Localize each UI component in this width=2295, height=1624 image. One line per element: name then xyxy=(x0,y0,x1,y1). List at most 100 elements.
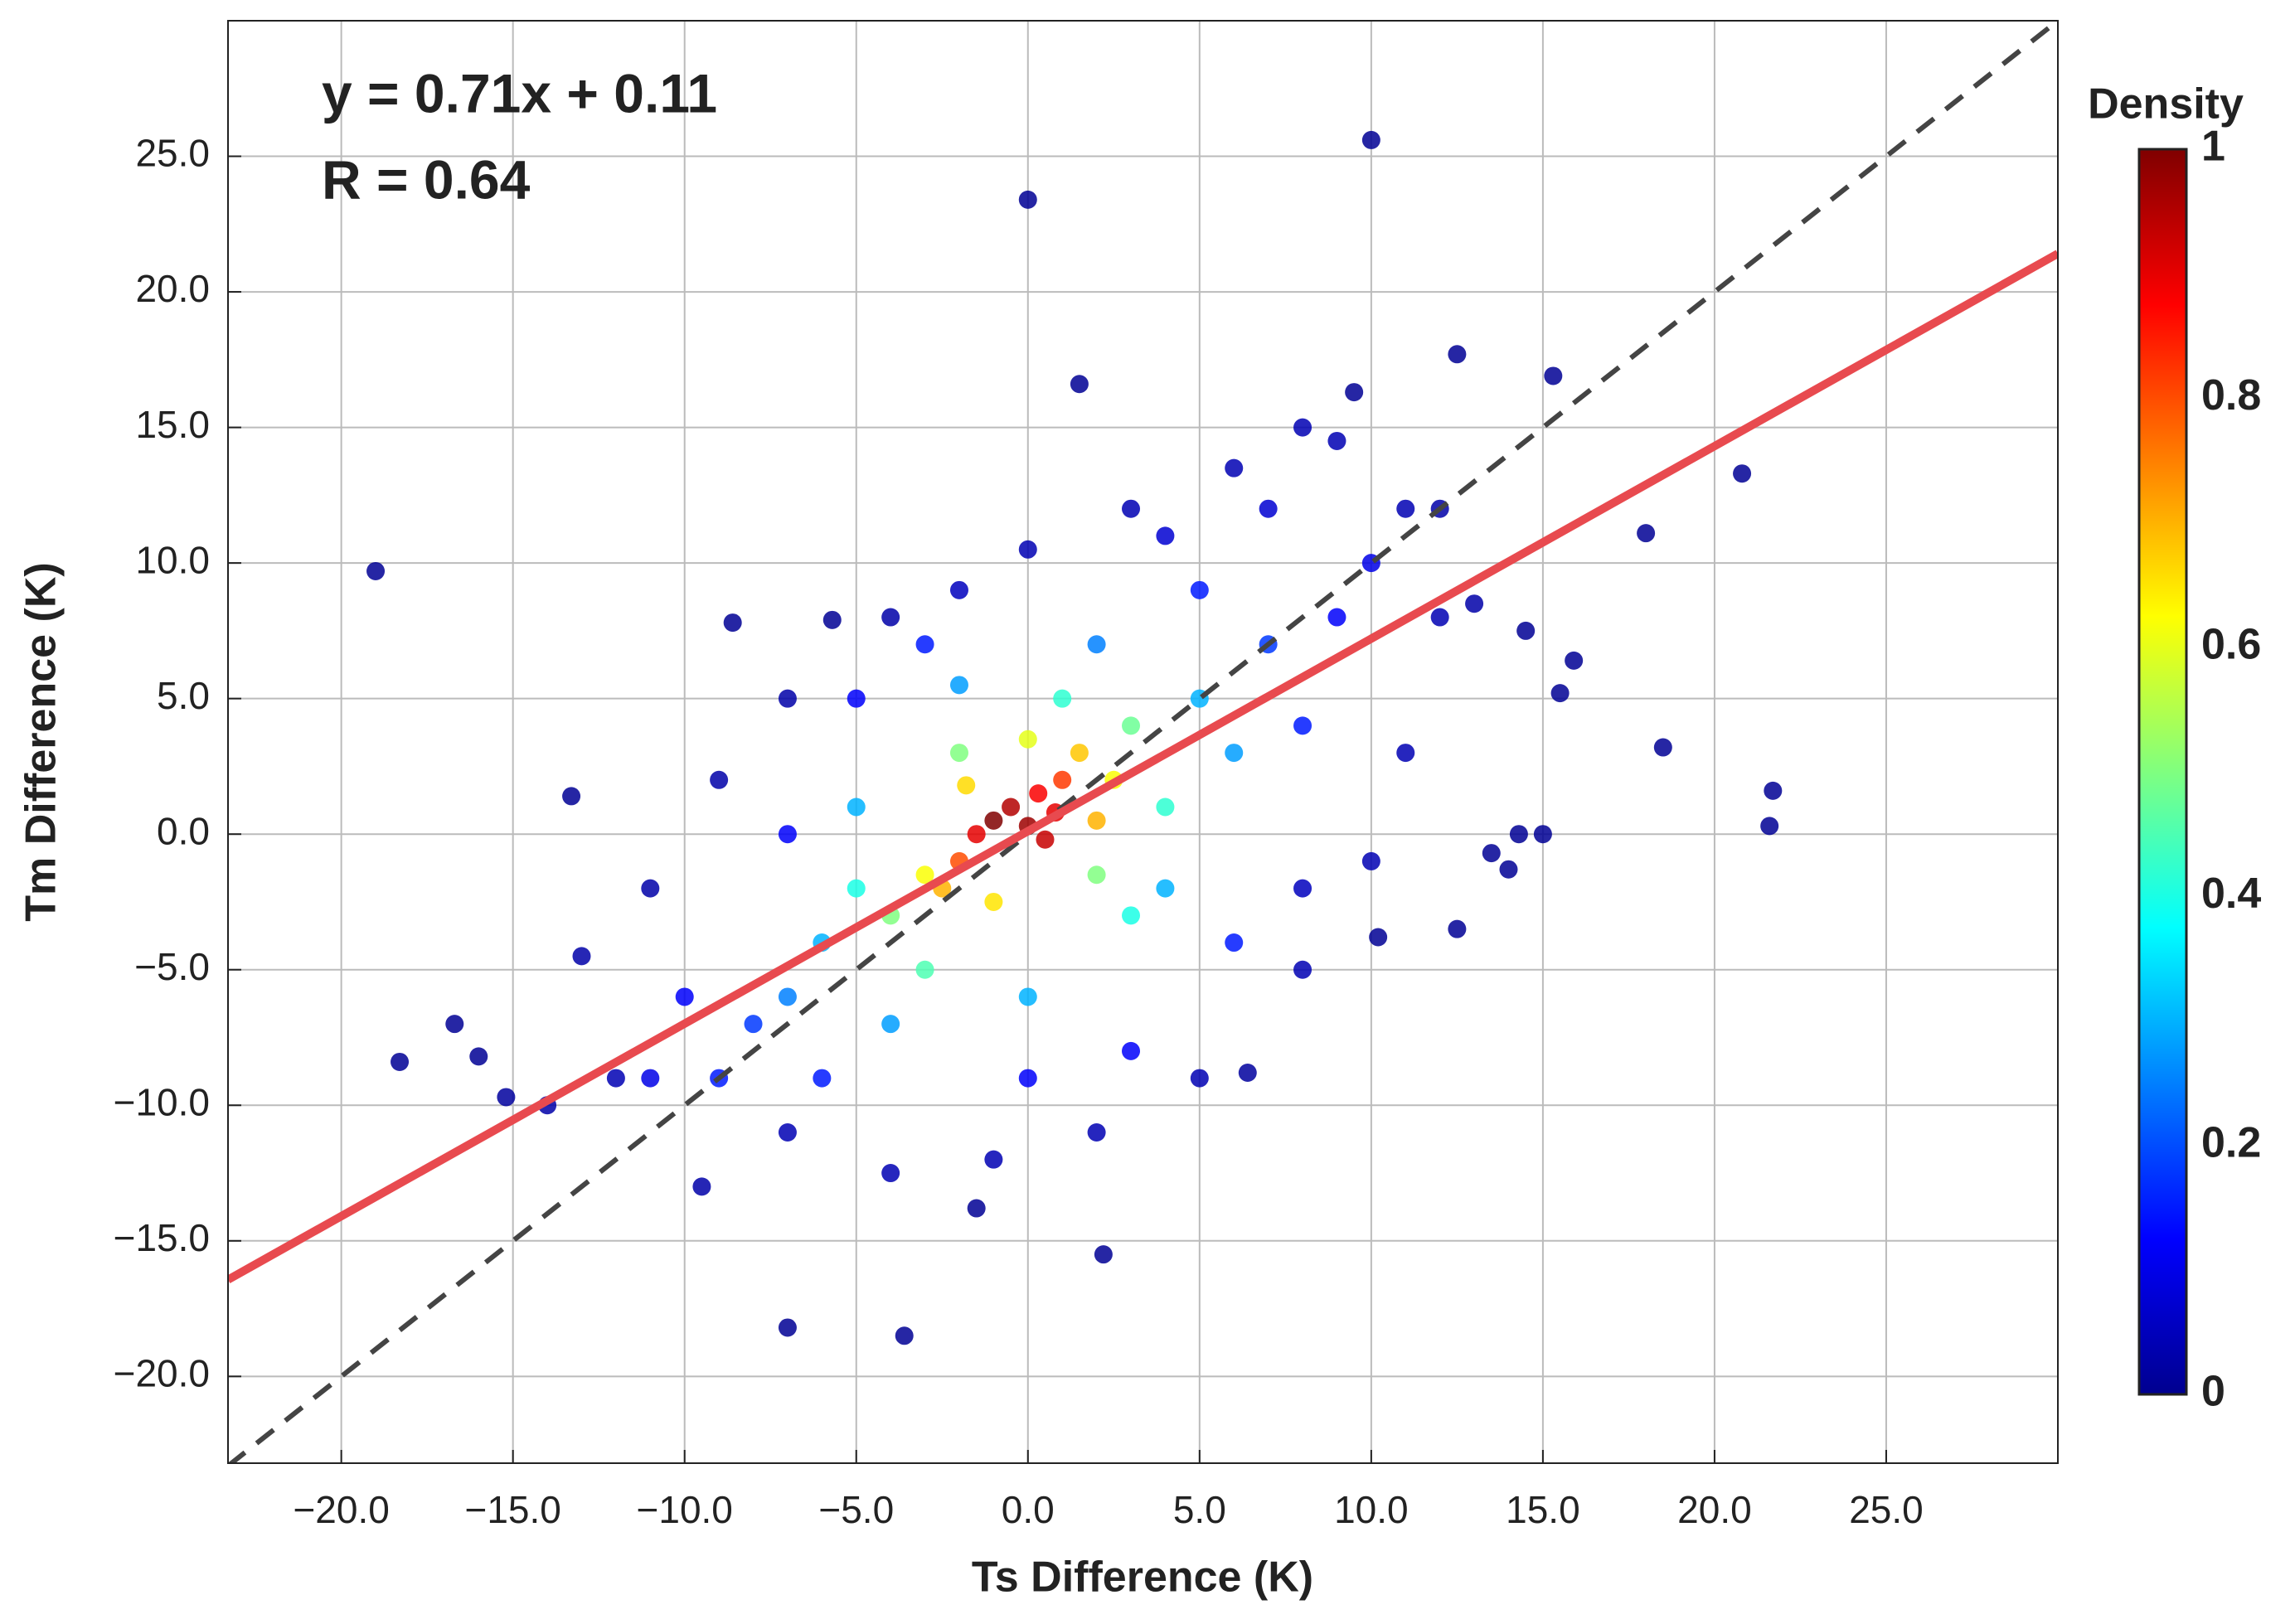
point xyxy=(1345,383,1364,402)
point xyxy=(1122,906,1141,925)
point xyxy=(915,960,934,979)
point xyxy=(1448,345,1467,364)
colorbar-tick-label: 0.8 xyxy=(2201,371,2261,419)
point xyxy=(1482,844,1501,863)
point xyxy=(881,608,900,627)
point xyxy=(1544,366,1563,385)
x-tick-label: 0.0 xyxy=(1002,1488,1055,1531)
point xyxy=(984,1150,1003,1169)
point xyxy=(1156,526,1175,545)
point xyxy=(1225,458,1244,478)
point xyxy=(984,811,1003,830)
colorbar-tick-label: 0.4 xyxy=(2201,870,2261,918)
point xyxy=(723,613,742,633)
point xyxy=(1018,987,1037,1006)
x-tick-label: 10.0 xyxy=(1334,1488,1409,1531)
point xyxy=(1327,608,1346,627)
y-tick-label: −20.0 xyxy=(114,1351,210,1394)
point xyxy=(1122,499,1141,518)
point xyxy=(366,561,386,580)
point xyxy=(1029,784,1048,803)
point xyxy=(1516,621,1536,640)
point xyxy=(1637,524,1656,543)
point xyxy=(1225,744,1244,763)
point xyxy=(1018,540,1037,559)
y-tick-label: −15.0 xyxy=(114,1216,210,1259)
y-tick-label: 20.0 xyxy=(135,267,210,310)
point xyxy=(1087,1122,1106,1142)
point xyxy=(1293,418,1312,437)
point xyxy=(881,1164,900,1183)
x-tick-label: −15.0 xyxy=(464,1488,560,1531)
point xyxy=(1764,781,1783,800)
point xyxy=(1018,730,1037,749)
point xyxy=(1550,684,1570,703)
point xyxy=(984,892,1003,911)
point xyxy=(915,635,934,654)
point xyxy=(1053,689,1072,708)
y-tick-label: 5.0 xyxy=(157,674,210,717)
point xyxy=(641,879,660,898)
colorbar-tick-label: 0 xyxy=(2201,1368,2225,1416)
point xyxy=(1760,817,1779,836)
identity-line xyxy=(228,21,2058,1463)
x-tick-label: 20.0 xyxy=(1677,1488,1752,1531)
point xyxy=(778,1318,797,1337)
y-axis-title: Tm Difference (K) xyxy=(17,562,66,921)
point xyxy=(1361,130,1380,149)
point xyxy=(1122,1041,1141,1060)
point xyxy=(895,1326,914,1345)
point xyxy=(1396,744,1415,763)
point xyxy=(1733,464,1752,483)
point xyxy=(957,776,976,795)
point xyxy=(1293,879,1312,898)
point xyxy=(1430,608,1449,627)
point xyxy=(1293,716,1312,735)
y-tick-label: 15.0 xyxy=(135,403,210,446)
colorbar-tick-label: 0.6 xyxy=(2201,621,2261,669)
point xyxy=(1533,825,1552,844)
x-tick-label: 5.0 xyxy=(1173,1488,1226,1531)
point xyxy=(1396,499,1415,518)
point xyxy=(606,1069,625,1088)
colorbar-title: Density xyxy=(2088,80,2244,128)
point xyxy=(1327,431,1346,450)
point xyxy=(949,744,968,763)
point xyxy=(1369,928,1388,947)
x-tick-label: 25.0 xyxy=(1849,1488,1924,1531)
x-tick-label: −5.0 xyxy=(818,1488,894,1531)
point xyxy=(1070,744,1089,763)
point xyxy=(744,1015,763,1034)
point xyxy=(1018,190,1037,209)
point xyxy=(1190,1069,1209,1088)
point xyxy=(1087,811,1106,830)
point xyxy=(1156,879,1175,898)
point xyxy=(1465,594,1484,613)
point xyxy=(1448,919,1467,938)
points xyxy=(366,130,1783,1345)
point xyxy=(1094,1245,1113,1264)
y-tick-label: 25.0 xyxy=(135,132,210,175)
point xyxy=(847,879,866,898)
y-tick-label: 10.0 xyxy=(135,538,210,581)
point xyxy=(822,610,842,629)
point xyxy=(1036,830,1055,849)
point xyxy=(1293,960,1312,979)
point xyxy=(1565,651,1584,670)
x-tick-label: −20.0 xyxy=(293,1488,389,1531)
point xyxy=(1002,797,1021,817)
point xyxy=(469,1047,488,1066)
point xyxy=(445,1015,464,1034)
point xyxy=(1509,825,1528,844)
point xyxy=(1156,797,1175,817)
point xyxy=(1087,865,1106,885)
point xyxy=(562,787,581,806)
point xyxy=(967,825,986,844)
point xyxy=(391,1052,410,1071)
point xyxy=(1018,1069,1037,1088)
fit-line xyxy=(228,250,2058,1284)
x-tick-label: 15.0 xyxy=(1506,1488,1580,1531)
point xyxy=(778,1122,797,1142)
point xyxy=(778,825,797,844)
